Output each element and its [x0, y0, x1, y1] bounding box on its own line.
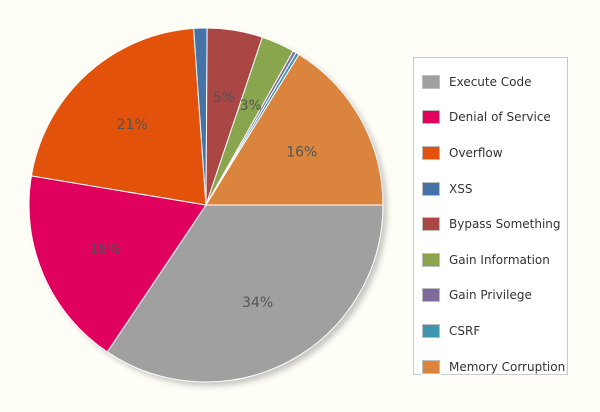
slice-label-gain-information: 3% [240, 98, 262, 114]
pie-slices [28, 27, 384, 383]
legend-label: Gain Privilege [449, 288, 532, 303]
legend-item-gain-information[interactable]: Gain Information [421, 242, 567, 278]
legend-label: Bypass Something [449, 217, 561, 232]
legend-item-overflow[interactable]: Overflow [421, 135, 567, 171]
pie-slice-denial-of-service[interactable] [28, 175, 207, 353]
legend-label: CSRF [449, 323, 481, 338]
legend-label: Denial of Service [449, 110, 551, 125]
legend-label: Gain Information [449, 252, 550, 267]
legend-item-denial-of-service[interactable]: Denial of Service [421, 100, 567, 136]
pie-slice-memory-corruption[interactable] [205, 53, 384, 206]
slice-label-memory-corruption: 16% [286, 145, 317, 161]
legend-label: Overflow [449, 145, 503, 160]
pie-slice-overflow[interactable] [30, 27, 207, 206]
legend-swatch [421, 109, 441, 126]
slice-label-overflow: 21% [117, 117, 148, 133]
slice-label-denial-of-service: 18% [90, 241, 121, 257]
legend: Execute Code Denial of Service Overflow XSS… [413, 57, 568, 375]
legend-item-gain-privilege[interactable]: Gain Privilege [421, 278, 567, 314]
pie-slice-execute-code[interactable] [106, 204, 384, 383]
legend-swatch [421, 216, 441, 233]
legend-swatch [421, 322, 441, 339]
legend-item-execute-code[interactable]: Execute Code [421, 64, 567, 100]
slice-label-bypass-something: 5% [213, 90, 235, 106]
legend-swatch [421, 358, 441, 375]
pie-labels: 34% 18% 21% 5% 3% 16% [90, 90, 318, 311]
slice-label-execute-code: 34% [242, 295, 273, 311]
legend-item-memory-corruption[interactable]: Memory Corruption [421, 349, 567, 385]
legend-swatch [421, 73, 441, 90]
legend-swatch [421, 144, 441, 161]
legend-item-bypass-something[interactable]: Bypass Something [421, 206, 567, 242]
legend-swatch [421, 287, 441, 304]
legend-label: Execute Code [449, 74, 532, 89]
legend-label: XSS [449, 181, 473, 196]
legend-swatch [421, 180, 441, 197]
legend-item-xss[interactable]: XSS [421, 171, 567, 207]
legend-label: Memory Corruption [449, 359, 566, 374]
legend-item-csrf[interactable]: CSRF [421, 313, 567, 349]
legend-swatch [421, 251, 441, 268]
